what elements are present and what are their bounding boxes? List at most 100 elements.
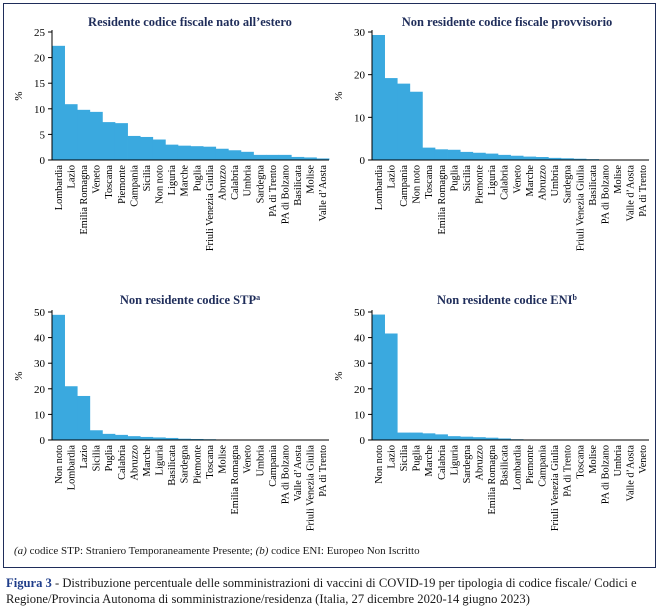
bar [460,436,474,440]
x-tick-label: Valle d’Aosta [626,445,637,502]
bar [535,157,549,160]
x-tick-label: Toscana [575,445,586,479]
y-tick-label: 10 [354,112,366,124]
figure-caption: Figura 3 - Distribuzione percentuale del… [6,575,656,607]
x-tick-label: Lazio [66,165,77,188]
footnote-b-marker: (b) [255,545,269,557]
bar [64,104,78,160]
x-tick-label: Campania [399,165,410,207]
bar [472,437,486,440]
bar [422,147,436,160]
x-tick-label: Basilicata [588,165,599,206]
bar [52,45,65,160]
x-tick-label: Liguria [167,165,178,196]
x-tick-label: Campania [129,165,140,207]
x-tick-label: Marche [525,165,536,197]
chart-title: Non residente codice fiscale provvisorio [402,15,613,29]
x-tick-label: Marche [424,445,435,477]
x-tick-label: PA di Bolzano [600,445,611,504]
bar [240,151,254,160]
x-tick-label: Marche [142,445,153,477]
title-superscript: b [573,293,578,302]
x-tick-label: Sardegna [180,445,191,484]
bar [434,149,448,160]
x-tick-label: Puglia [104,445,115,472]
bar [447,149,461,160]
x-tick-label: Molise [217,445,228,474]
chart-title: Non residente codice STPa [120,293,260,308]
x-tick-label: Sardegna [563,165,574,204]
x-tick-label: Basilicata [167,445,178,486]
x-tick-label: Veneto [243,445,254,474]
x-tick-label: Emilia Romagna [487,445,498,515]
bar [485,153,499,160]
y-tick-label: 0 [360,155,366,167]
x-tick-label: Puglia [449,165,460,192]
bar [177,438,191,440]
bar [372,34,385,160]
x-tick-label: Friuli Venezia Giulia [306,445,317,532]
footnote: (a) codice STP: Straniero Temporaneament… [14,545,420,557]
bar [64,386,78,440]
x-tick-label: Calabria [117,445,128,480]
y-tick-label: 30 [34,358,46,370]
y-tick-label: 20 [34,53,46,65]
bar [190,146,204,160]
x-tick-label: Friuli Venezia Giulia [575,165,586,252]
bar [372,314,385,440]
chart-panel-residente-estero: Residente codice fiscale nato all’estero… [13,15,330,252]
x-tick-label: Basilicata [500,445,511,486]
bar [127,436,141,440]
x-tick-label: Puglia [412,445,423,472]
caption-text: - Distribuzione percentuale delle sommin… [6,576,637,606]
y-tick-label: 20 [354,70,366,82]
x-tick-label: Umbria [255,445,266,477]
bar [278,154,292,160]
footnote-a-marker: (a) [14,545,27,557]
bar [228,150,242,160]
bar [52,314,65,440]
x-tick-label: Abruzzo [217,165,228,200]
x-tick-label: Lombardia [512,445,523,491]
x-tick-label: Liguria [155,445,166,476]
x-tick-label: Abruzzo [475,445,486,480]
bar [203,146,217,160]
x-tick-label: Friuli Venezia Giulia [205,165,216,252]
bar [114,123,128,160]
bar [140,436,154,440]
y-tick-label: 15 [34,78,46,90]
x-tick-label: Veneto [638,445,649,474]
title-superscript: a [256,293,260,302]
footnote-a-text: codice STP: Straniero Temporaneamente Pr… [26,545,256,557]
x-tick-label: Emilia Romagna [437,165,448,235]
x-tick-label: Sardegna [255,165,266,204]
bar [89,111,103,160]
bar [447,436,461,440]
y-tick-label: 20 [34,384,46,396]
y-tick-label: 30 [354,358,366,370]
bar [77,109,91,160]
bar [77,395,91,440]
bar [409,432,423,440]
bar [190,438,204,440]
x-tick-label: Molise [613,165,624,194]
x-tick-label: Lazio [386,165,397,188]
y-axis-label: % [333,91,345,100]
x-tick-label: Liguria [487,165,498,196]
bar [510,155,524,160]
bar [523,156,537,160]
x-tick-label: PA di Trento [563,445,574,497]
x-tick-label: Umbria [550,165,561,197]
x-tick-label: Liguria [449,445,460,476]
x-tick-label: PA di Bolzano [600,165,611,224]
y-tick-label: 10 [34,104,46,116]
y-axis-label: % [13,91,25,100]
bar [422,433,436,440]
bar [497,154,511,160]
chart-title: Residente codice fiscale nato all’estero [88,15,292,29]
x-tick-label: Piemonte [192,445,203,484]
bar [102,122,116,160]
x-tick-label: Emilia Romagna [230,445,241,515]
figure-label: Figura 3 [6,576,52,590]
bar [303,157,317,160]
